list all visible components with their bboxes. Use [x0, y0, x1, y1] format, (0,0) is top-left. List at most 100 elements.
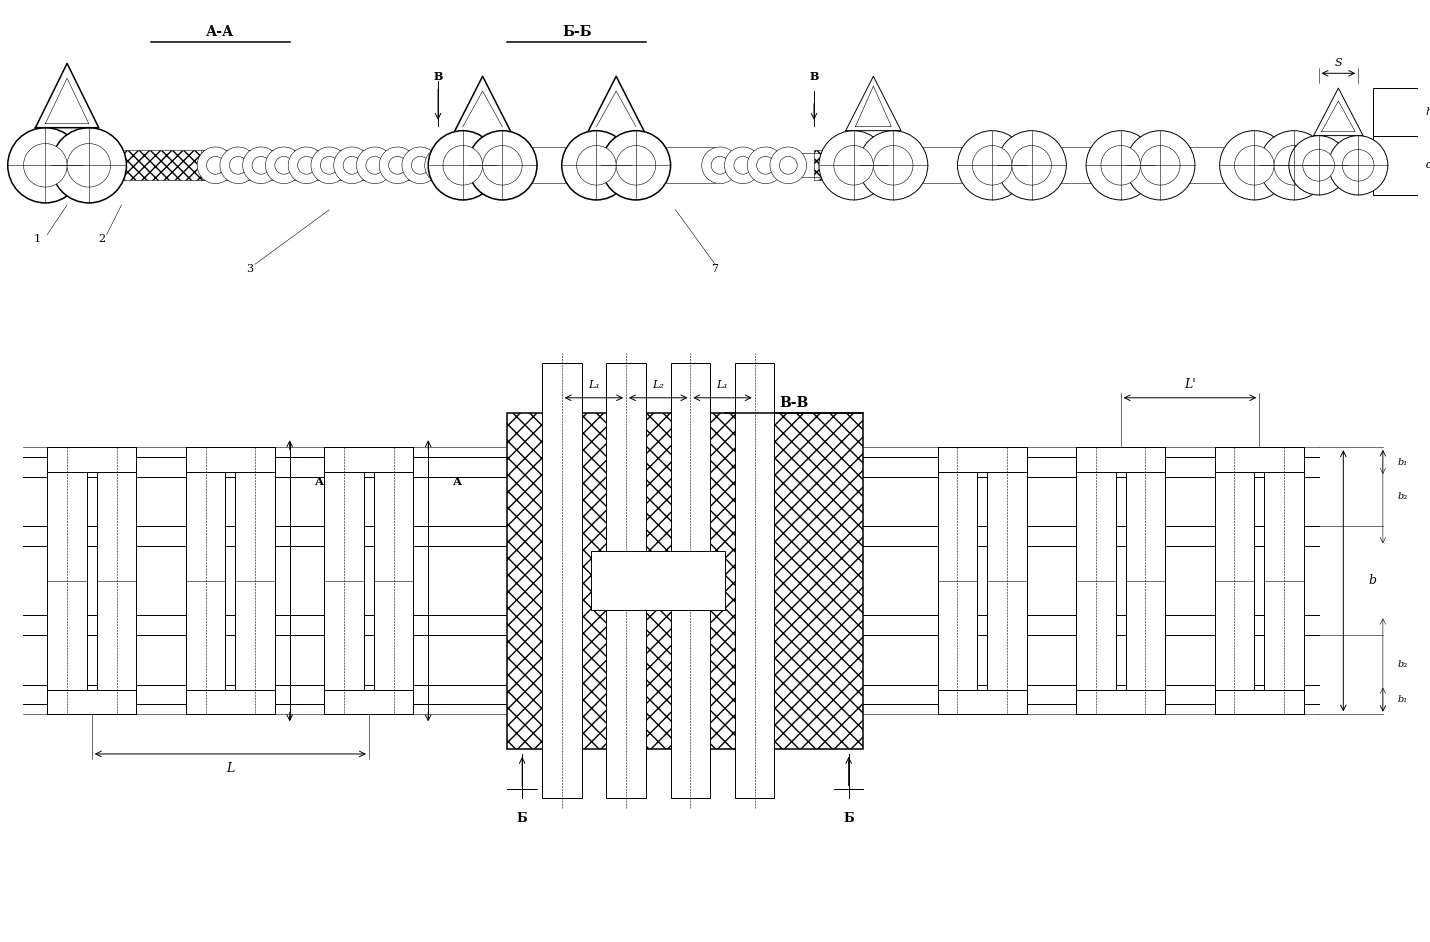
Circle shape: [997, 131, 1067, 200]
Text: b₁: b₁: [1397, 695, 1409, 704]
Bar: [542, 364, 582, 799]
Circle shape: [858, 131, 928, 200]
Circle shape: [7, 128, 83, 203]
Text: b₁: b₁: [1397, 458, 1409, 466]
Bar: [1077, 447, 1115, 714]
Circle shape: [756, 156, 775, 174]
Bar: [735, 364, 775, 799]
Bar: [606, 364, 646, 799]
Bar: [112, 151, 206, 180]
Circle shape: [711, 156, 729, 174]
Text: d: d: [1426, 160, 1430, 171]
Circle shape: [602, 131, 671, 200]
Text: L₁: L₁: [588, 380, 599, 390]
Circle shape: [412, 156, 429, 174]
Circle shape: [402, 147, 439, 184]
Bar: [938, 447, 1027, 472]
Bar: [373, 447, 413, 714]
Text: 1: 1: [34, 235, 41, 245]
Bar: [47, 690, 136, 714]
Bar: [962, 151, 997, 180]
Circle shape: [252, 156, 270, 174]
Bar: [47, 447, 136, 472]
Circle shape: [197, 147, 233, 184]
Circle shape: [702, 147, 738, 184]
Text: А: А: [453, 477, 462, 487]
Bar: [1077, 447, 1165, 472]
Bar: [200, 151, 379, 180]
Circle shape: [428, 131, 498, 200]
Circle shape: [1101, 145, 1141, 185]
Bar: [186, 447, 226, 714]
Circle shape: [1234, 145, 1274, 185]
Circle shape: [834, 145, 874, 185]
Bar: [592, 551, 725, 610]
Circle shape: [220, 147, 256, 184]
Circle shape: [266, 147, 302, 184]
Circle shape: [51, 128, 126, 203]
Text: Б: Б: [516, 812, 528, 825]
Bar: [1125, 447, 1165, 714]
Text: L: L: [226, 762, 235, 775]
Bar: [1214, 447, 1254, 714]
Circle shape: [616, 145, 656, 185]
Bar: [186, 447, 275, 472]
Circle shape: [958, 131, 1027, 200]
Text: 2: 2: [99, 235, 106, 245]
Circle shape: [297, 156, 316, 174]
Text: А-А: А-А: [206, 24, 235, 39]
Bar: [1373, 89, 1417, 195]
Circle shape: [448, 147, 485, 184]
Circle shape: [562, 131, 631, 200]
Circle shape: [779, 156, 797, 174]
Circle shape: [275, 156, 293, 174]
Circle shape: [482, 145, 522, 185]
Bar: [1101, 151, 1125, 180]
Circle shape: [468, 131, 538, 200]
Circle shape: [456, 156, 475, 174]
Bar: [636, 151, 715, 180]
Circle shape: [343, 156, 360, 174]
Text: В: В: [809, 71, 819, 82]
Bar: [186, 690, 275, 714]
Circle shape: [356, 147, 393, 184]
Bar: [522, 148, 576, 183]
Bar: [671, 364, 711, 799]
Bar: [1061, 148, 1115, 183]
Bar: [987, 447, 1027, 714]
Bar: [325, 447, 413, 472]
Bar: [922, 148, 977, 183]
Text: L₂: L₂: [652, 380, 664, 390]
Circle shape: [1220, 131, 1288, 200]
Circle shape: [725, 147, 761, 184]
Text: h: h: [1426, 106, 1430, 117]
Circle shape: [310, 147, 347, 184]
Circle shape: [379, 147, 416, 184]
Bar: [47, 447, 87, 714]
Circle shape: [819, 131, 888, 200]
Circle shape: [289, 147, 325, 184]
Circle shape: [229, 156, 247, 174]
Circle shape: [333, 147, 370, 184]
Circle shape: [1087, 131, 1155, 200]
Circle shape: [972, 145, 1012, 185]
Bar: [1190, 148, 1244, 183]
Circle shape: [1141, 145, 1180, 185]
Text: b₂: b₂: [1397, 660, 1409, 670]
Circle shape: [1274, 145, 1314, 185]
Circle shape: [1260, 131, 1328, 200]
Bar: [1264, 447, 1304, 714]
Bar: [938, 447, 977, 714]
Bar: [325, 447, 363, 714]
Circle shape: [1288, 136, 1348, 195]
Circle shape: [366, 156, 383, 174]
Circle shape: [748, 147, 784, 184]
Text: L': L': [1184, 379, 1195, 392]
Bar: [1077, 690, 1165, 714]
Circle shape: [734, 156, 752, 174]
Text: 3: 3: [246, 264, 253, 274]
Circle shape: [1012, 145, 1051, 185]
Text: Б-Б: Б-Б: [562, 24, 592, 39]
Circle shape: [243, 147, 279, 184]
Circle shape: [1328, 136, 1389, 195]
